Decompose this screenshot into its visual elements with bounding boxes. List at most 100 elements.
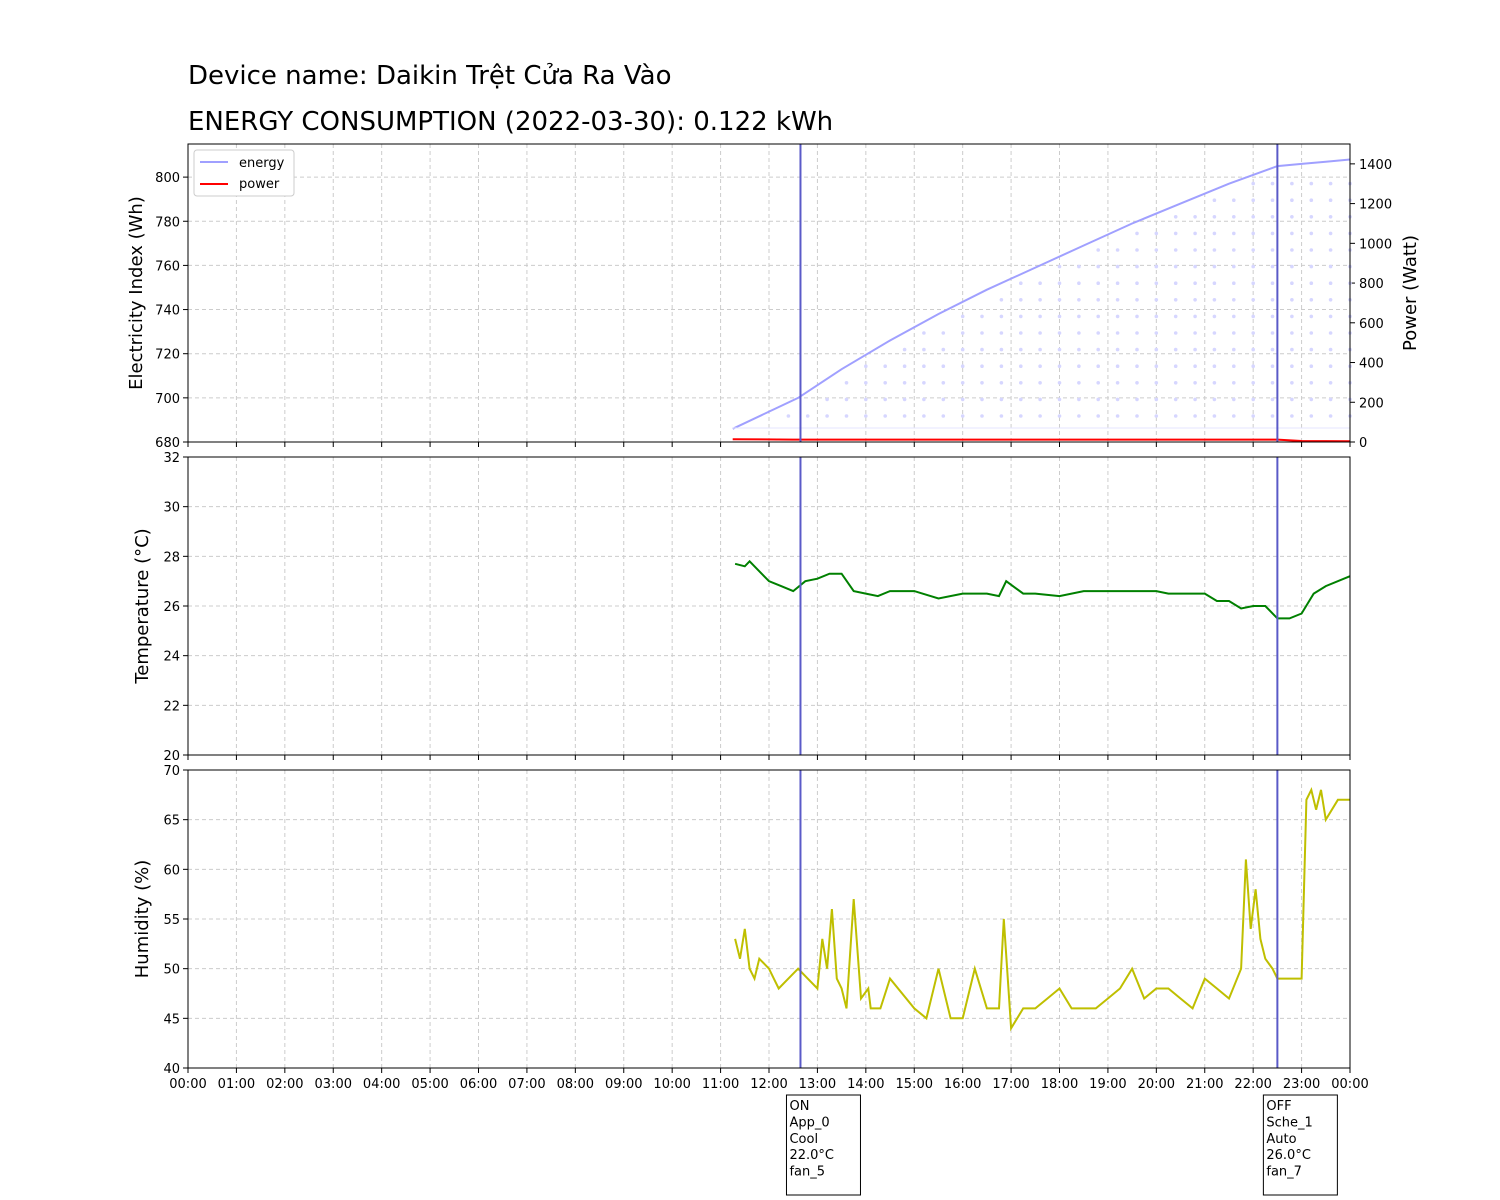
x-tick-label: 02:00 [266, 1077, 303, 1092]
energy-marker [1096, 398, 1100, 402]
energy-marker [1193, 265, 1197, 269]
energy-marker [1058, 315, 1062, 319]
energy-marker [1096, 298, 1100, 302]
energy-marker [1096, 331, 1100, 335]
energy-marker [1077, 398, 1081, 402]
legend-label-energy: energy [239, 156, 285, 171]
energy-marker [806, 414, 810, 418]
energy-marker [1155, 414, 1159, 418]
energy-marker [1135, 298, 1139, 302]
energy-marker [942, 331, 946, 335]
energy-marker [825, 414, 829, 418]
energy-marker [1271, 215, 1275, 219]
energy-marker [942, 414, 946, 418]
y-tick-label: 40 [163, 1062, 180, 1077]
x-tick-label: 11:00 [702, 1077, 739, 1092]
energy-marker [1213, 315, 1217, 319]
energy-marker [1193, 348, 1197, 352]
energy-marker [1310, 315, 1314, 319]
energy-marker [1155, 232, 1159, 236]
x-tick-label: 00:00 [1331, 1077, 1368, 1092]
energy-marker [942, 381, 946, 385]
y-tick-label: 800 [155, 171, 180, 186]
energy-marker [1038, 315, 1042, 319]
legend-label-power: power [239, 177, 280, 192]
energy-marker [1329, 398, 1333, 402]
energy-marker [961, 398, 965, 402]
energy-marker [1290, 298, 1294, 302]
x-tick-label: 07:00 [508, 1077, 545, 1092]
x-tick-label: 16:00 [944, 1077, 981, 1092]
event-annotation-line: OFF [1266, 1099, 1291, 1114]
energy-marker [1310, 215, 1314, 219]
energy-marker [1077, 265, 1081, 269]
energy-marker [1213, 398, 1217, 402]
y-tick-label: 30 [163, 501, 180, 516]
energy-marker [845, 414, 849, 418]
energy-marker [1213, 265, 1217, 269]
energy-series-line [733, 160, 1350, 429]
energy-marker [1019, 381, 1023, 385]
y-tick-label: 50 [163, 963, 180, 978]
energy-marker [961, 315, 965, 319]
energy-marker [1058, 381, 1062, 385]
energy-marker [980, 331, 984, 335]
energy-marker [1019, 364, 1023, 368]
energy-marker [1290, 248, 1294, 252]
y-tick-label: 20 [163, 749, 180, 764]
energy-marker [1193, 281, 1197, 285]
energy-marker [980, 348, 984, 352]
energy-marker [1329, 182, 1333, 186]
energy-marker [1155, 265, 1159, 269]
y-axis-label: Humidity (%) [132, 860, 153, 979]
energy-marker [1155, 398, 1159, 402]
event-annotation-line: 22.0°C [789, 1148, 834, 1163]
energy-marker [864, 364, 868, 368]
energy-marker [1096, 281, 1100, 285]
energy-marker [1174, 315, 1178, 319]
event-annotation-line: Auto [1266, 1132, 1296, 1147]
y-tick-label: 680 [155, 436, 180, 451]
y-tick-label: 28 [163, 550, 180, 565]
y2-tick-label: 600 [1359, 317, 1384, 332]
energy-marker [1232, 265, 1236, 269]
energy-marker [1232, 364, 1236, 368]
energy-marker [1310, 198, 1314, 202]
energy-marker [1096, 315, 1100, 319]
energy-marker [864, 398, 868, 402]
energy-marker [1310, 364, 1314, 368]
energy-marker [1251, 331, 1255, 335]
energy-marker [1232, 414, 1236, 418]
energy-marker [1271, 381, 1275, 385]
event-annotation-line: Sche_1 [1266, 1115, 1312, 1130]
energy-marker [845, 398, 849, 402]
x-tick-label: 23:00 [1283, 1077, 1320, 1092]
energy-marker [1251, 315, 1255, 319]
energy-marker [1232, 248, 1236, 252]
energy-marker [1116, 298, 1120, 302]
energy-marker [1271, 248, 1275, 252]
event-annotation-line: ON [789, 1099, 809, 1114]
energy-marker-texture [787, 182, 1352, 418]
x-tick-label: 10:00 [653, 1077, 690, 1092]
energy-marker [1174, 398, 1178, 402]
energy-marker [1135, 232, 1139, 236]
energy-marker [1193, 414, 1197, 418]
energy-marker [1000, 398, 1004, 402]
energy-marker [1271, 331, 1275, 335]
energy-marker [1116, 331, 1120, 335]
temperature-series-line [735, 561, 1350, 618]
energy-marker [1058, 331, 1062, 335]
energy-marker [980, 315, 984, 319]
energy-marker [1077, 381, 1081, 385]
energy-marker [1329, 248, 1333, 252]
energy-marker [1290, 265, 1294, 269]
energy-marker [1058, 281, 1062, 285]
y2-tick-label: 400 [1359, 357, 1384, 372]
event-annotation-line: 26.0°C [1266, 1148, 1311, 1163]
energy-marker [1329, 198, 1333, 202]
energy-marker [1232, 398, 1236, 402]
energy-marker [1116, 364, 1120, 368]
energy-marker [961, 348, 965, 352]
energy-marker [1310, 265, 1314, 269]
